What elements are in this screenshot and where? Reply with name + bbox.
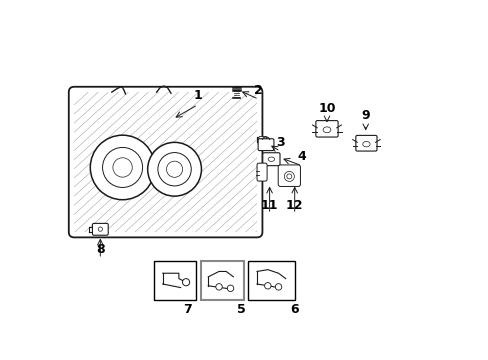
Circle shape (264, 283, 270, 289)
FancyBboxPatch shape (257, 163, 266, 181)
Circle shape (102, 148, 142, 188)
Bar (154, 261, 196, 300)
Text: 4: 4 (297, 150, 305, 163)
Text: 9: 9 (361, 109, 369, 122)
Circle shape (158, 153, 191, 186)
Text: 11: 11 (260, 199, 278, 212)
Circle shape (166, 161, 182, 177)
Circle shape (286, 174, 291, 179)
Text: 6: 6 (290, 303, 298, 316)
Circle shape (90, 135, 155, 200)
Text: 7: 7 (183, 303, 191, 316)
Circle shape (147, 142, 201, 196)
Circle shape (113, 158, 132, 177)
FancyBboxPatch shape (69, 87, 262, 237)
FancyBboxPatch shape (278, 165, 300, 186)
Circle shape (275, 284, 281, 290)
Circle shape (215, 284, 222, 290)
Circle shape (98, 227, 102, 231)
Text: 8: 8 (96, 243, 104, 256)
FancyBboxPatch shape (92, 224, 108, 235)
Circle shape (182, 279, 189, 286)
FancyBboxPatch shape (258, 139, 273, 150)
FancyBboxPatch shape (258, 136, 266, 142)
Circle shape (284, 171, 294, 181)
Ellipse shape (267, 157, 274, 161)
Ellipse shape (323, 127, 330, 133)
FancyBboxPatch shape (355, 135, 376, 151)
Text: 1: 1 (193, 89, 202, 102)
Text: 5: 5 (236, 303, 245, 316)
Circle shape (227, 285, 233, 292)
Text: 10: 10 (318, 102, 335, 115)
Text: 3: 3 (276, 136, 284, 149)
Text: 12: 12 (285, 199, 303, 212)
FancyBboxPatch shape (315, 121, 337, 137)
Bar (201, 261, 244, 300)
Bar (247, 261, 294, 300)
Text: 2: 2 (254, 84, 263, 97)
Ellipse shape (362, 141, 369, 147)
FancyBboxPatch shape (262, 153, 280, 166)
